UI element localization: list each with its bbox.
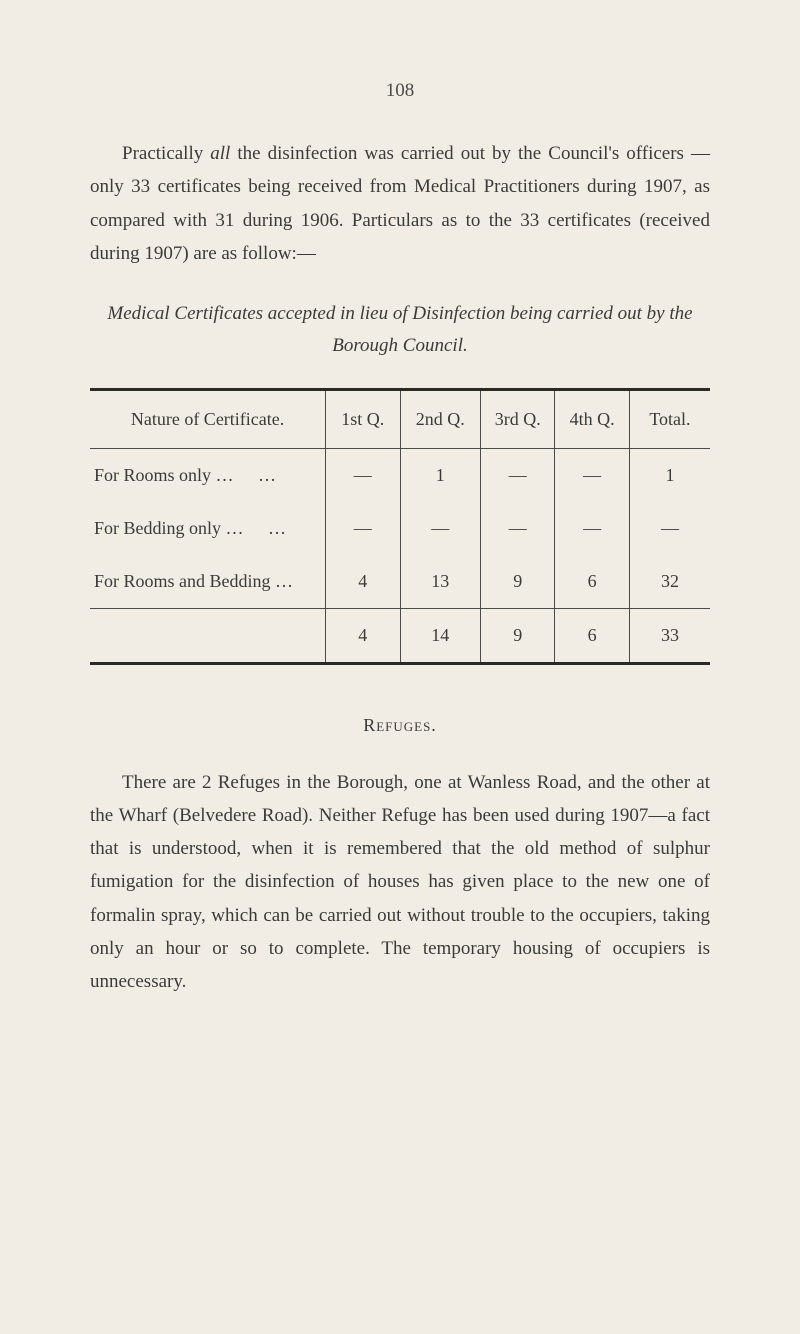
table-header-cell: 4th Q.: [555, 389, 629, 448]
table-totals-row: 4 14 9 6 33: [90, 608, 710, 663]
table-total-cell: 33: [629, 608, 710, 663]
table-cell: —: [481, 502, 555, 555]
certificates-table: Nature of Certificate. 1st Q. 2nd Q. 3rd…: [90, 388, 710, 665]
table-total-cell: 4: [326, 608, 400, 663]
table-total-cell: 14: [400, 608, 481, 663]
table-cell: 6: [555, 555, 629, 609]
table-cell-label: For Bedding only … …: [90, 502, 326, 555]
table-title: Medical Certificates accepted in lieu of…: [90, 298, 710, 363]
table-cell: —: [326, 502, 400, 555]
table-cell-label: For Rooms and Bedding …: [90, 555, 326, 609]
table-cell: —: [481, 448, 555, 502]
table-cell: 13: [400, 555, 481, 609]
table-cell: —: [555, 502, 629, 555]
page-number: 108: [90, 80, 710, 102]
table-header-row: Nature of Certificate. 1st Q. 2nd Q. 3rd…: [90, 389, 710, 448]
table-cell-label: For Rooms only … …: [90, 448, 326, 502]
table-cell: 4: [326, 555, 400, 609]
table-cell: —: [326, 448, 400, 502]
table-header-cell: 1st Q.: [326, 389, 400, 448]
table-cell: 1: [400, 448, 481, 502]
section-heading: Refuges.: [90, 715, 710, 736]
table-total-cell: 9: [481, 608, 555, 663]
table-cell: —: [400, 502, 481, 555]
intro-italic: all: [210, 143, 230, 164]
table-cell: —: [555, 448, 629, 502]
intro-paragraph: Practically all the disinfection was car…: [90, 137, 710, 270]
table-row: For Rooms only … … — 1 — — 1: [90, 448, 710, 502]
table-cell: —: [629, 502, 710, 555]
refuges-paragraph: There are 2 Refuges in the Borough, one …: [90, 766, 710, 999]
table-row: For Bedding only … … — — — — —: [90, 502, 710, 555]
table-cell: 1: [629, 448, 710, 502]
table-header-cell: 2nd Q.: [400, 389, 481, 448]
table-header-cell: Nature of Certificate.: [90, 389, 326, 448]
table-row: For Rooms and Bedding … 4 13 9 6 32: [90, 555, 710, 609]
intro-text-part1: Practically: [122, 143, 210, 164]
table-cell: 32: [629, 555, 710, 609]
table-cell: 9: [481, 555, 555, 609]
table-header-cell: Total.: [629, 389, 710, 448]
table-header-cell: 3rd Q.: [481, 389, 555, 448]
table-total-cell: [90, 608, 326, 663]
table-total-cell: 6: [555, 608, 629, 663]
